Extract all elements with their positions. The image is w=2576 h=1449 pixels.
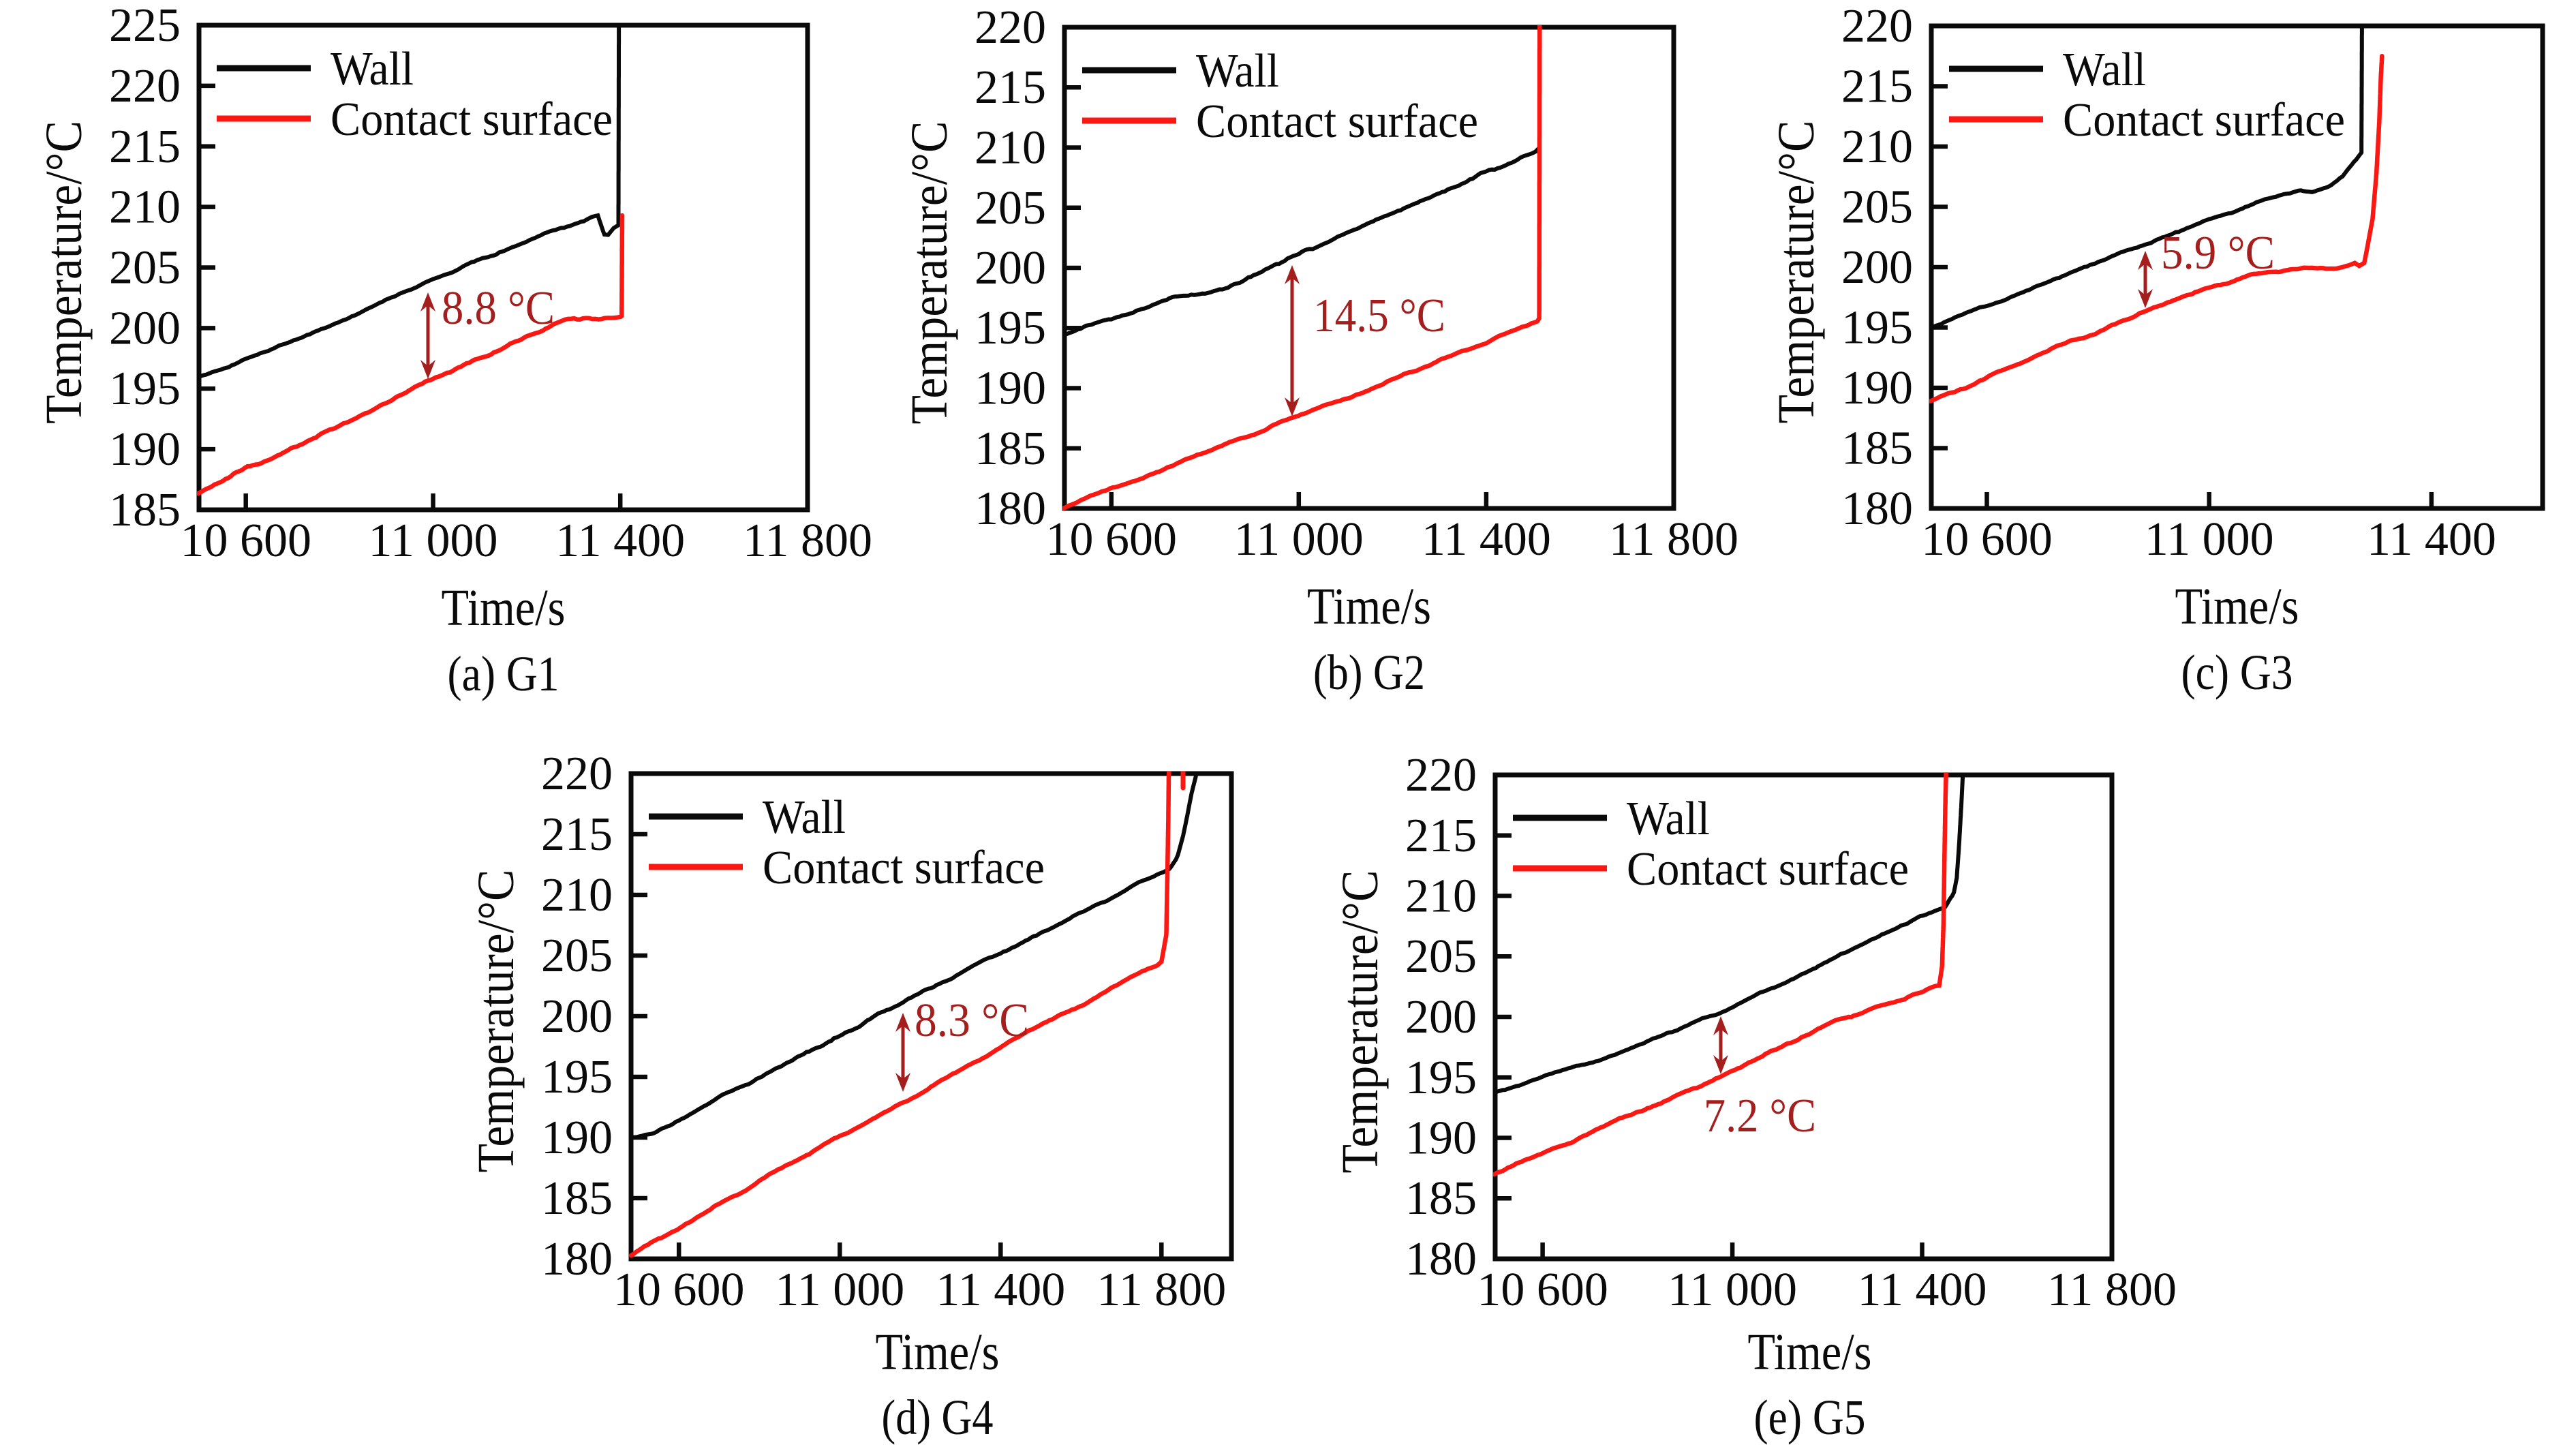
svg-text:10 600: 10 600 (613, 1264, 745, 1316)
svg-text:205: 205 (975, 182, 1046, 234)
svg-text:Wall: Wall (763, 791, 846, 844)
svg-text:Temperature/°C: Temperature/°C (1332, 870, 1389, 1174)
svg-text:190: 190 (109, 423, 181, 476)
svg-text:8.3 °C: 8.3 °C (915, 994, 1029, 1047)
svg-text:180: 180 (975, 483, 1046, 535)
svg-text:185: 185 (975, 423, 1046, 475)
svg-text:11 800: 11 800 (743, 515, 872, 567)
svg-text:Wall: Wall (2063, 44, 2146, 96)
svg-text:Contact surface: Contact surface (1627, 843, 1909, 896)
svg-text:215: 215 (1841, 61, 1913, 113)
svg-text:Wall: Wall (331, 43, 414, 95)
svg-text:11 000: 11 000 (1234, 513, 1364, 566)
svg-text:205: 205 (1841, 181, 1913, 234)
svg-text:205: 205 (1405, 930, 1477, 983)
svg-text:220: 220 (541, 748, 613, 800)
svg-text:200: 200 (975, 242, 1046, 294)
svg-text:11 800: 11 800 (2047, 1264, 2177, 1316)
svg-text:225: 225 (109, 0, 181, 52)
svg-text:11 400: 11 400 (936, 1264, 1065, 1316)
svg-text:200: 200 (109, 302, 181, 354)
svg-text:210: 210 (1405, 870, 1477, 923)
svg-text:Wall: Wall (1196, 45, 1279, 97)
svg-text:185: 185 (541, 1172, 613, 1225)
svg-text:220: 220 (109, 60, 181, 112)
svg-text:215: 215 (1405, 810, 1477, 862)
svg-text:190: 190 (1405, 1112, 1477, 1165)
svg-text:Time/s: Time/s (2175, 578, 2299, 635)
svg-text:180: 180 (541, 1233, 613, 1285)
svg-text:185: 185 (109, 484, 181, 536)
svg-text:(d) G4: (d) G4 (882, 1390, 994, 1445)
svg-text:195: 195 (1405, 1052, 1477, 1104)
svg-text:220: 220 (975, 1, 1046, 54)
svg-text:Contact surface: Contact surface (331, 93, 613, 146)
svg-text:11 000: 11 000 (369, 515, 498, 567)
svg-text:(a) G1: (a) G1 (448, 646, 559, 701)
svg-text:210: 210 (1841, 121, 1913, 173)
svg-text:210: 210 (109, 181, 181, 234)
svg-text:200: 200 (1841, 241, 1913, 294)
svg-text:Wall: Wall (1627, 793, 1710, 845)
svg-text:190: 190 (1841, 362, 1913, 414)
svg-text:Contact surface: Contact surface (2063, 94, 2345, 147)
svg-text:195: 195 (109, 363, 181, 415)
svg-text:Temperature/°C: Temperature/°C (1768, 121, 1825, 424)
svg-text:(b) G2: (b) G2 (1313, 645, 1425, 700)
svg-text:8.8 °C: 8.8 °C (442, 282, 555, 335)
svg-text:195: 195 (1841, 302, 1913, 354)
svg-text:(e) G5: (e) G5 (1754, 1390, 1866, 1445)
svg-text:11 400: 11 400 (1422, 513, 1551, 566)
svg-text:210: 210 (541, 869, 613, 921)
svg-text:Time/s: Time/s (442, 579, 566, 637)
svg-text:10 600: 10 600 (1921, 513, 2053, 566)
svg-text:190: 190 (975, 363, 1046, 415)
svg-text:10 600: 10 600 (1477, 1264, 1608, 1316)
svg-text:195: 195 (541, 1051, 613, 1103)
svg-text:14.5 °C: 14.5 °C (1313, 290, 1445, 342)
svg-text:Temperature/°C: Temperature/°C (901, 121, 958, 425)
svg-text:205: 205 (541, 930, 613, 982)
svg-text:Time/s: Time/s (1307, 578, 1431, 635)
svg-text:11 800: 11 800 (1097, 1264, 1226, 1316)
svg-text:11 400: 11 400 (555, 515, 685, 567)
svg-text:(c) G3: (c) G3 (2181, 645, 2293, 700)
svg-text:Contact surface: Contact surface (1196, 95, 1478, 148)
svg-text:205: 205 (109, 242, 181, 294)
svg-text:Time/s: Time/s (876, 1324, 1000, 1381)
svg-text:200: 200 (541, 990, 613, 1043)
svg-text:210: 210 (975, 122, 1046, 174)
svg-text:11 400: 11 400 (2367, 513, 2496, 566)
svg-text:215: 215 (541, 808, 613, 861)
svg-text:180: 180 (1405, 1233, 1477, 1285)
svg-text:190: 190 (541, 1112, 613, 1164)
svg-text:215: 215 (109, 121, 181, 173)
svg-text:7.2 °C: 7.2 °C (1704, 1090, 1816, 1142)
svg-text:185: 185 (1841, 423, 1913, 475)
svg-text:Contact surface: Contact surface (763, 842, 1045, 894)
svg-text:Time/s: Time/s (1748, 1324, 1872, 1381)
svg-text:10 600: 10 600 (1046, 513, 1178, 566)
svg-text:215: 215 (975, 61, 1046, 114)
svg-text:10 600: 10 600 (180, 515, 311, 567)
svg-text:11 000: 11 000 (2145, 513, 2274, 566)
svg-text:195: 195 (975, 302, 1046, 354)
svg-text:220: 220 (1405, 749, 1477, 802)
svg-text:11 400: 11 400 (1858, 1264, 1987, 1316)
svg-text:5.9 °C: 5.9 °C (2161, 227, 2275, 279)
svg-text:180: 180 (1841, 483, 1913, 535)
svg-text:Temperature/°C: Temperature/°C (35, 121, 93, 424)
svg-text:185: 185 (1405, 1172, 1477, 1225)
svg-text:200: 200 (1405, 991, 1477, 1043)
svg-text:11 000: 11 000 (775, 1264, 904, 1316)
svg-text:220: 220 (1841, 0, 1913, 52)
svg-text:Temperature/°C: Temperature/°C (467, 870, 525, 1173)
svg-text:11 800: 11 800 (1609, 513, 1738, 566)
svg-text:11 000: 11 000 (1668, 1264, 1797, 1316)
